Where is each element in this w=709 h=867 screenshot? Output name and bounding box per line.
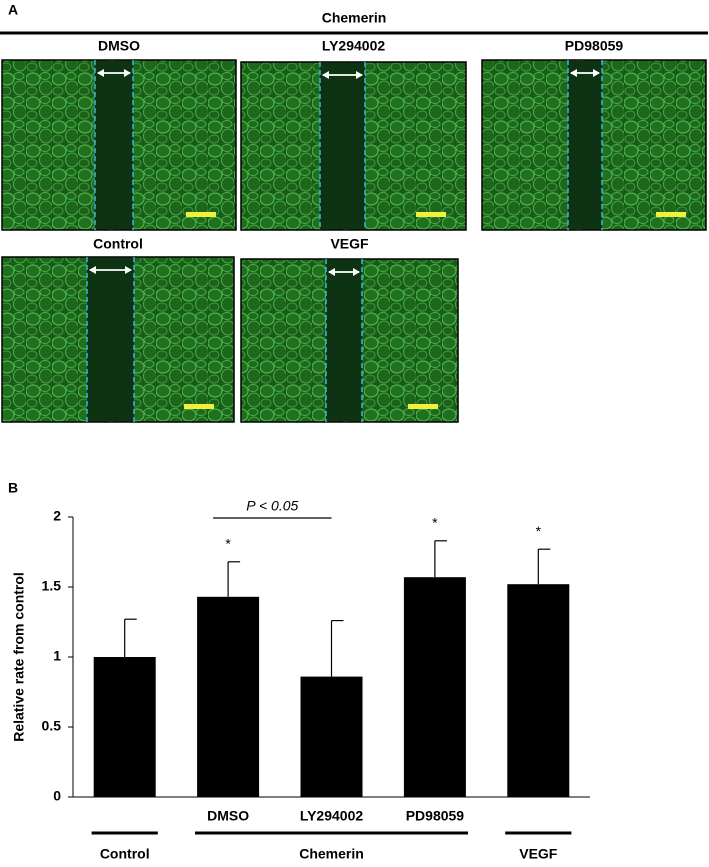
scale-bar: [184, 404, 214, 409]
group-label: Chemerin: [299, 846, 364, 862]
x-tick-label: PD98059: [406, 808, 465, 824]
bar: [93, 657, 156, 797]
x-tick-label: LY294002: [300, 808, 364, 824]
scale-bar: [416, 212, 446, 217]
bar: [403, 577, 466, 797]
panel-title: DMSO: [98, 38, 140, 54]
panel-title: PD98059: [565, 38, 624, 54]
wound-gap: [95, 61, 133, 229]
x-tick-label: DMSO: [207, 808, 249, 824]
y-tick-label: 0.5: [42, 718, 62, 734]
group-label: Control: [100, 846, 150, 862]
arrow-head: [328, 268, 360, 276]
panel-label: A: [8, 2, 18, 18]
significance-mark: *: [432, 515, 438, 531]
panel-title: LY294002: [322, 38, 386, 54]
bar: [300, 676, 363, 797]
y-tick-label: 2: [53, 508, 61, 524]
y-tick-label: 0: [53, 788, 61, 804]
group-label: VEGF: [519, 846, 558, 862]
group-title: Chemerin: [322, 10, 387, 26]
arrow-head: [97, 69, 131, 77]
panel-label: B: [8, 480, 18, 496]
scale-bar: [408, 404, 438, 409]
significance-mark: *: [536, 523, 542, 539]
arrow-head: [570, 69, 600, 77]
wound-gap: [326, 260, 362, 421]
wound-gap: [568, 61, 602, 229]
comparison-label: P < 0.05: [246, 498, 298, 514]
scale-bar: [656, 212, 686, 217]
scale-bar: [186, 212, 216, 217]
bar: [197, 596, 260, 797]
bar: [507, 584, 570, 797]
y-tick-label: 1: [53, 648, 61, 664]
y-tick-label: 1.5: [42, 578, 62, 594]
wound-gap: [87, 258, 134, 421]
significance-mark: *: [225, 536, 231, 552]
y-axis-label: Relative rate from control: [11, 572, 27, 742]
panel-title: VEGF: [330, 236, 369, 252]
wound-gap: [320, 63, 365, 229]
panel-title: Control: [93, 236, 143, 252]
